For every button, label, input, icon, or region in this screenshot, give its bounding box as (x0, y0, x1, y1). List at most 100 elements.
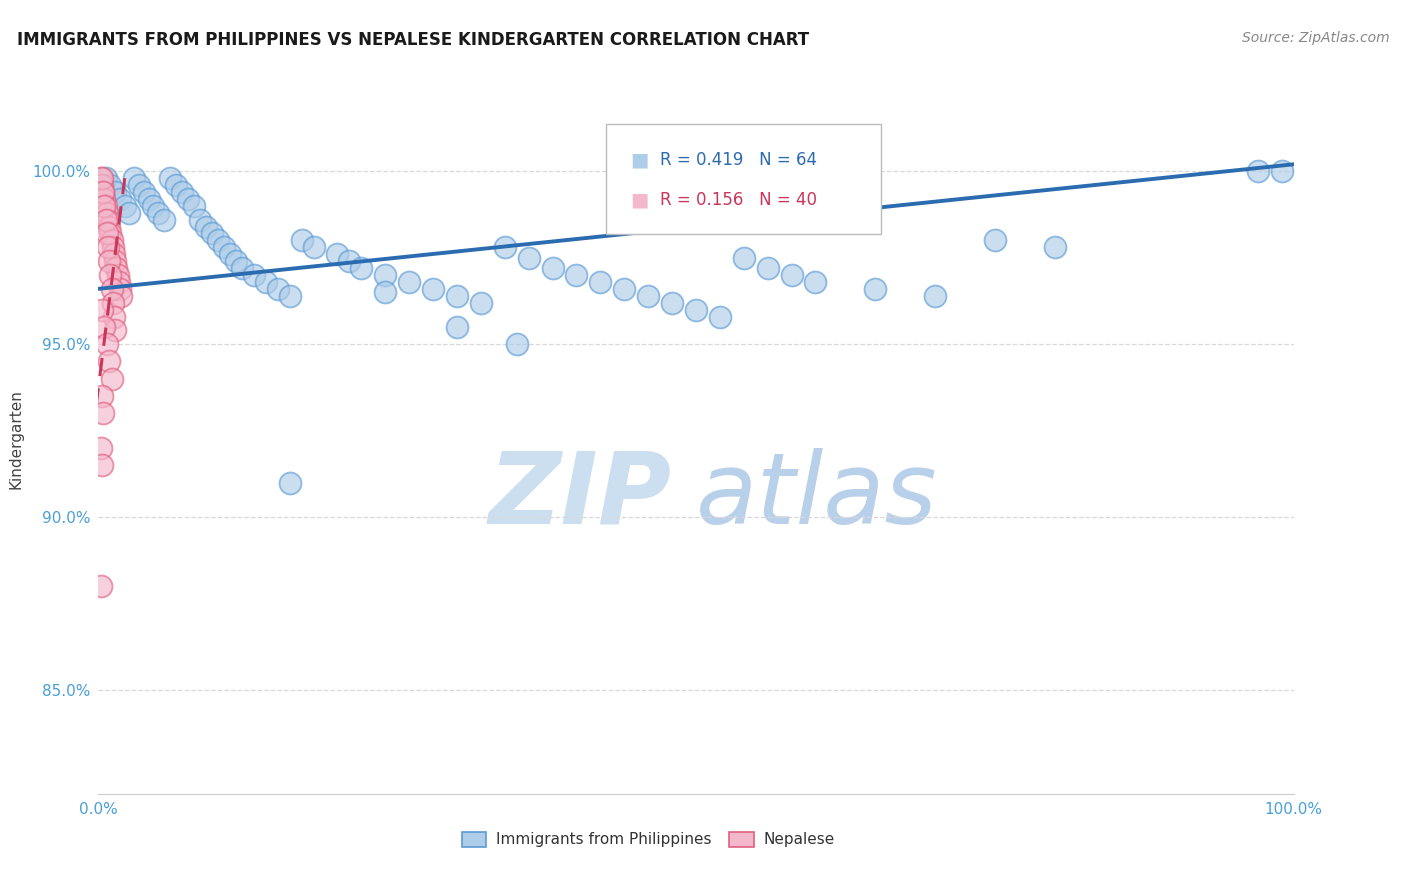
Point (188, 212, 211, 227)
Point (90, 579, 112, 593)
Point (103, 247, 125, 261)
Point (96, 205, 118, 219)
Point (90, 171, 112, 186)
Point (709, 310, 731, 324)
Point (422, 282, 444, 296)
Point (165, 178, 187, 192)
Point (685, 302, 707, 317)
Point (756, 261, 779, 276)
Point (398, 275, 420, 289)
Point (107, 275, 129, 289)
Text: ZIP: ZIP (489, 448, 672, 544)
Point (105, 261, 128, 276)
Point (104, 323, 127, 337)
Text: R = 0.156   N = 40: R = 0.156 N = 40 (661, 191, 817, 209)
Text: atlas: atlas (696, 448, 938, 544)
Point (101, 240, 124, 254)
FancyBboxPatch shape (606, 124, 882, 234)
Point (278, 475, 301, 490)
Point (243, 268, 266, 282)
Point (103, 310, 125, 324)
Text: IMMIGRANTS FROM PHILIPPINES VS NEPALESE KINDERGARTEN CORRELATION CHART: IMMIGRANTS FROM PHILIPPINES VS NEPALESE … (17, 31, 808, 49)
Point (100, 372, 122, 386)
Point (159, 171, 181, 186)
Point (104, 185, 127, 199)
Point (94, 212, 117, 227)
Point (541, 261, 564, 276)
Point (780, 268, 803, 282)
Point (1043, 240, 1066, 254)
Point (446, 289, 468, 303)
Point (494, 240, 516, 254)
Point (172, 185, 194, 199)
Point (93, 319, 115, 334)
Point (374, 268, 396, 282)
Point (128, 178, 150, 192)
Point (98, 254, 121, 268)
Point (118, 205, 141, 219)
Point (138, 192, 160, 206)
Point (984, 234, 1007, 248)
Point (91, 406, 114, 420)
Text: R = 0.419   N = 64: R = 0.419 N = 64 (661, 151, 817, 169)
Point (374, 285, 396, 300)
Point (470, 295, 492, 310)
Point (302, 240, 325, 254)
Point (183, 199, 205, 213)
Point (108, 282, 131, 296)
Point (446, 319, 468, 334)
Point (97, 240, 120, 254)
Point (100, 234, 122, 248)
Point (195, 219, 218, 234)
Point (1247, 164, 1270, 178)
Point (94, 199, 117, 213)
Point (267, 282, 290, 296)
Point (231, 261, 253, 276)
Point (142, 199, 165, 213)
Point (91, 185, 114, 199)
Point (104, 254, 127, 268)
Point (661, 295, 683, 310)
Point (107, 268, 129, 282)
Point (589, 275, 612, 289)
Point (94, 171, 117, 186)
Point (91, 171, 114, 186)
Point (339, 254, 361, 268)
Point (98, 354, 121, 368)
Point (517, 251, 540, 265)
Point (124, 171, 146, 186)
Y-axis label: Kindergarten: Kindergarten (8, 390, 24, 489)
Point (91, 389, 114, 403)
Text: ■: ■ (630, 150, 648, 169)
Point (212, 240, 235, 254)
Point (91, 178, 114, 192)
Point (96, 227, 118, 241)
Point (98, 227, 122, 241)
Point (101, 295, 124, 310)
Point (201, 227, 224, 241)
Point (613, 282, 636, 296)
Point (326, 247, 349, 261)
Point (97, 212, 120, 227)
Point (733, 251, 755, 265)
Point (278, 289, 301, 303)
Text: Source: ZipAtlas.com: Source: ZipAtlas.com (1241, 31, 1389, 45)
Point (254, 275, 277, 289)
Point (132, 185, 155, 199)
Point (114, 199, 136, 213)
Point (506, 337, 529, 351)
Legend: Immigrants from Philippines, Nepalese: Immigrants from Philippines, Nepalese (456, 825, 841, 854)
Point (350, 261, 373, 276)
Point (91, 458, 114, 473)
Point (225, 254, 247, 268)
Point (91, 302, 114, 317)
Point (91, 185, 114, 199)
Point (865, 282, 887, 296)
Point (153, 212, 176, 227)
Point (291, 234, 314, 248)
Point (108, 192, 131, 206)
Point (565, 268, 588, 282)
Point (93, 192, 115, 206)
Point (90, 441, 112, 455)
Point (110, 289, 132, 303)
